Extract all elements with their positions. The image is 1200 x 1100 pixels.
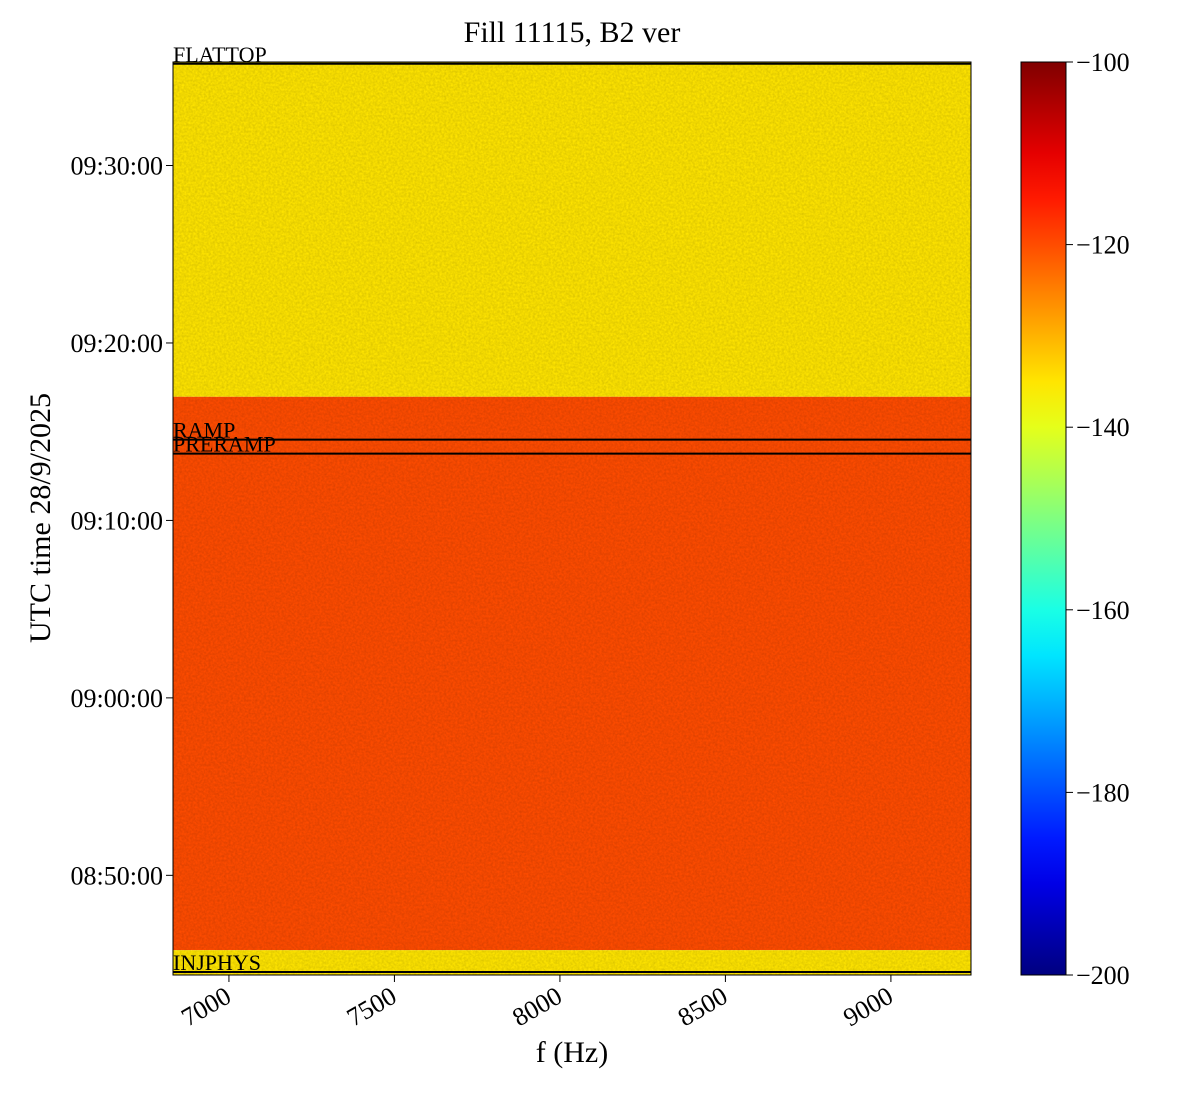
colorbar-tick-label: −200: [1076, 961, 1130, 990]
x-tick-label: 7500: [342, 981, 402, 1032]
x-tick-label: 9000: [838, 981, 898, 1032]
plot-frame: [172, 61, 972, 976]
x-tick-label: 8000: [507, 981, 567, 1032]
y-tick-label: 09:00:00: [71, 684, 163, 713]
colorbar-tick-label: −120: [1076, 231, 1130, 260]
colorbar-tick-label: −160: [1076, 596, 1130, 625]
x-tick-label: 8500: [673, 981, 733, 1032]
y-axis-label: UTC time 28/9/2025: [24, 393, 57, 643]
x-axis-label: f (Hz): [536, 1036, 608, 1069]
y-tick-label: 09:10:00: [71, 506, 163, 535]
event-label: RAMP: [173, 418, 235, 443]
texture: [173, 62, 971, 975]
colorbar-tick-label: −140: [1076, 413, 1130, 442]
event-label: FLATTOP: [173, 42, 267, 67]
event-label: INJPHYS: [173, 950, 261, 975]
colorbar-tick-label: −100: [1076, 48, 1130, 77]
chart-title: Fill 11115, B2 ver: [464, 16, 681, 49]
colorbar: [1020, 61, 1067, 976]
x-tick-label: 7000: [176, 981, 236, 1032]
event-label: PRERAMP: [173, 432, 276, 457]
y-tick-label: 08:50:00: [71, 861, 163, 890]
y-tick-label: 09:20:00: [71, 329, 163, 358]
colorbar-tick-label: −180: [1076, 778, 1130, 807]
y-tick-label: 09:30:00: [71, 152, 163, 181]
